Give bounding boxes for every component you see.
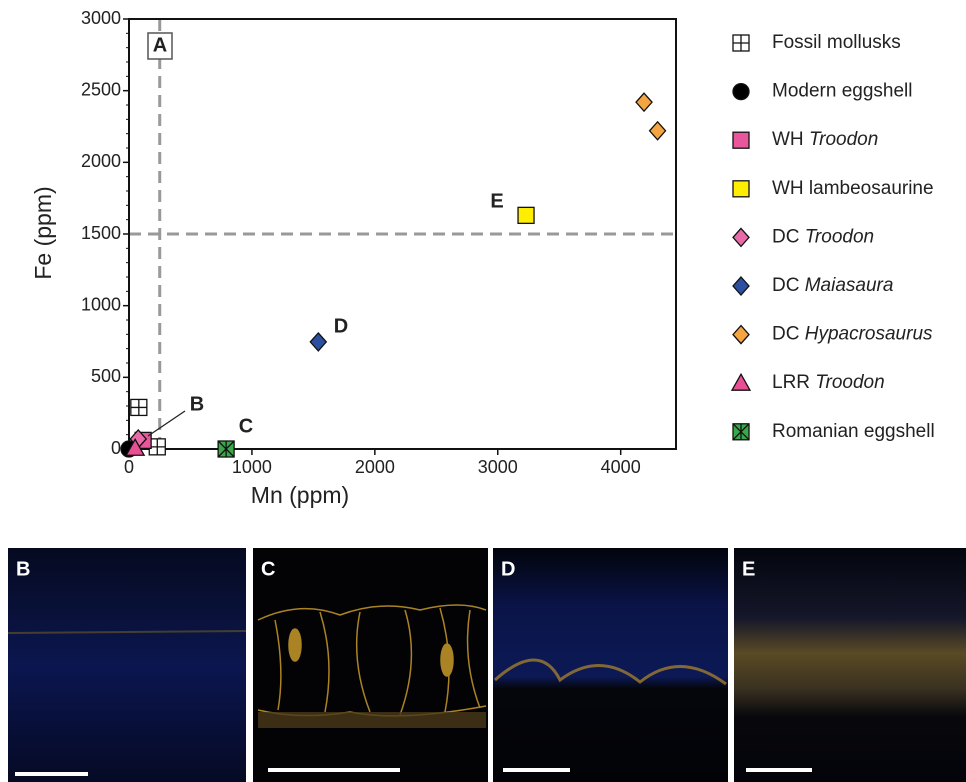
- y-tick-label: 2500: [81, 79, 121, 99]
- marker: [309, 331, 328, 352]
- marker-shape: [732, 423, 750, 441]
- y-tick-label: 1000: [81, 294, 121, 314]
- y-axis-label: Fe (ppm): [30, 186, 56, 279]
- marker-shape: [217, 440, 235, 458]
- x-tick-label: 2000: [355, 457, 395, 477]
- annotation: B: [190, 393, 204, 415]
- legend-label: DC Troodon: [772, 226, 874, 247]
- legend-label: Romanian eggshell: [772, 421, 935, 442]
- micrograph-panels: [7, 548, 966, 782]
- marker-shape: [733, 35, 749, 51]
- marker-shape: [732, 82, 750, 101]
- marker-shape: [732, 276, 750, 296]
- legend-label: Modern eggshell: [772, 81, 912, 102]
- annotation: C: [239, 415, 253, 437]
- legend-label: WH Troodon: [772, 129, 878, 150]
- panel-image: [493, 548, 728, 782]
- annotation-box: [147, 32, 173, 60]
- panel-texture: [7, 630, 247, 634]
- legend-label: DC Maiasaura: [772, 275, 893, 296]
- annotation: D: [334, 315, 348, 337]
- legend-marker: [732, 276, 750, 296]
- x-tick-label: 1000: [232, 457, 272, 477]
- marker-shape: [517, 206, 535, 225]
- legend-marker: [732, 227, 750, 248]
- panel-image: [8, 548, 246, 782]
- legend-marker: [730, 372, 752, 391]
- marker-shape: [648, 120, 667, 141]
- panel-label: E: [742, 558, 755, 580]
- marker: [130, 398, 148, 417]
- y-tick-label: 1500: [81, 223, 121, 243]
- marker: [648, 120, 667, 141]
- scale-bar: [15, 772, 88, 776]
- y-tick-label: 2000: [81, 151, 121, 171]
- x-axis-label: Mn (ppm): [251, 482, 349, 508]
- x-tick-label: 3000: [478, 457, 518, 477]
- annotation: A: [153, 34, 167, 56]
- marker-shape: [130, 399, 147, 416]
- legend-marker: [732, 180, 750, 198]
- panel-texture: [494, 658, 727, 686]
- x-tick-label: 0: [124, 457, 134, 477]
- legend-label: DC Hypacrosaurus: [772, 324, 933, 345]
- marker-shape: [635, 92, 653, 113]
- legend-marker: [732, 82, 750, 101]
- scale-bar: [746, 768, 812, 772]
- marker-shape: [732, 324, 750, 345]
- panel-label: B: [16, 558, 30, 580]
- marker-shape: [732, 180, 750, 198]
- scale-bar: [268, 768, 400, 772]
- marker-shape: [730, 372, 752, 391]
- legend-marker: [732, 131, 750, 149]
- marker-shape: [125, 437, 146, 456]
- marker: [635, 92, 653, 113]
- marker-shape: [149, 438, 166, 455]
- legend-label: WH lambeosaurine: [772, 178, 934, 199]
- panel-label: C: [261, 558, 275, 580]
- panel-label: D: [501, 558, 515, 580]
- marker-shape: [732, 131, 750, 149]
- annotation: E: [490, 190, 503, 212]
- y-tick-label: 3000: [81, 8, 121, 28]
- x-tick-label: 4000: [601, 457, 641, 477]
- marker: [217, 440, 235, 458]
- legend-label: LRR Troodon: [772, 372, 885, 393]
- panel-texture: [258, 712, 486, 728]
- annotation-leader: [147, 410, 186, 437]
- y-tick-label: 500: [91, 366, 121, 386]
- y-tick-label: 0: [111, 438, 121, 458]
- marker-shape: [732, 227, 750, 248]
- panel-image: [734, 548, 966, 782]
- scale-bar: [503, 768, 570, 772]
- legend-marker: [732, 324, 750, 345]
- legend-marker: [732, 34, 750, 52]
- legend-label: Fossil mollusks: [772, 32, 901, 53]
- legend-marker: [732, 423, 750, 441]
- marker-shape: [309, 331, 328, 352]
- marker: [517, 206, 535, 225]
- marker: [125, 437, 146, 456]
